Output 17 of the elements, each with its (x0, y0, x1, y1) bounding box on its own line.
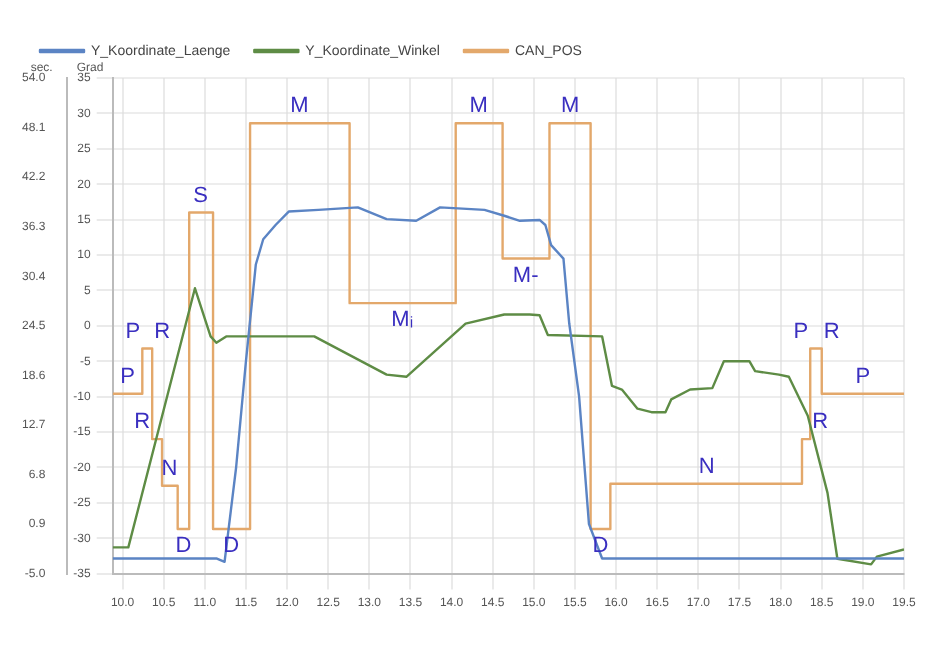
annotation: P (125, 319, 141, 344)
annotation: M- (512, 263, 540, 288)
annotation: M (560, 94, 580, 119)
annotation: M (469, 94, 488, 119)
annotation: M (290, 94, 309, 119)
annotation: P (793, 319, 809, 344)
annotation: R (823, 319, 840, 344)
annotation: P (120, 364, 135, 389)
annotation: N (698, 454, 715, 479)
annotation: R (812, 410, 829, 435)
annotation: R (134, 410, 151, 435)
annotation: R (154, 319, 171, 344)
annotation: N (161, 456, 178, 481)
annotation: S (193, 183, 209, 208)
annotation: P (855, 364, 871, 389)
annotation: Mᵢ (391, 308, 414, 333)
annotation: D (175, 534, 192, 559)
